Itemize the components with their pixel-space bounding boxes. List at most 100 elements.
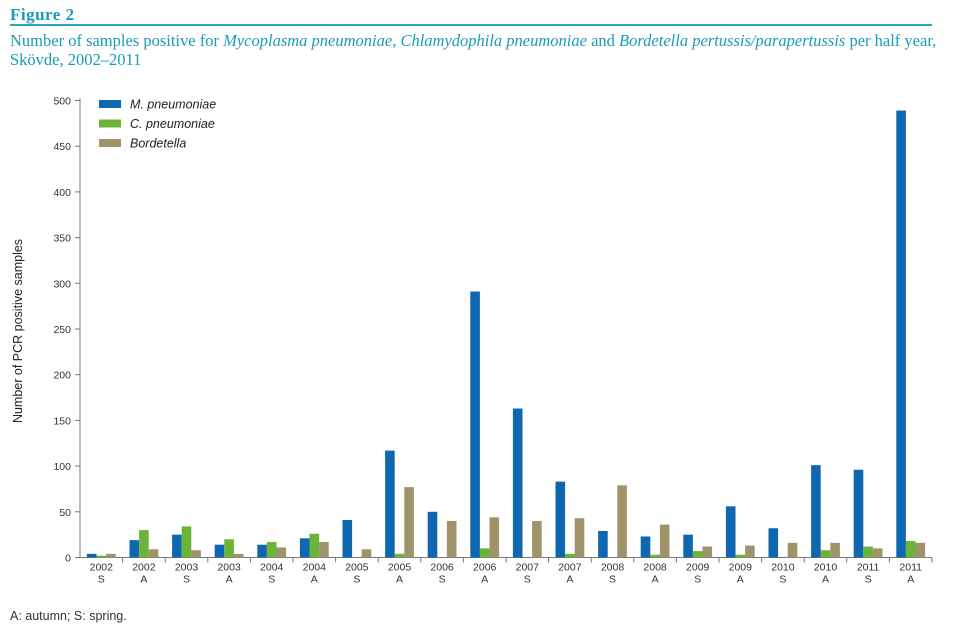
x-tick-label-year: 2008 [601, 562, 625, 574]
y-tick-label: 250 [53, 324, 71, 336]
bar-bordetella [659, 524, 670, 558]
bar-m-pneumoniae [129, 540, 140, 558]
caption-species-1: Mycoplasma pneumoniae [223, 31, 393, 50]
x-tick-label-year: 2006 [430, 562, 454, 574]
bar-c-pneumoniae [394, 553, 405, 558]
bar-bordetella [361, 549, 372, 558]
x-tick-label-year: 2003 [175, 562, 199, 574]
x-tick-label-year: 2010 [771, 562, 795, 574]
x-tick-label-season: S [609, 574, 616, 586]
bar-bordetella [276, 547, 287, 558]
x-tick-label-year: 2007 [558, 562, 582, 574]
bar-m-pneumoniae [683, 534, 693, 558]
bar-c-pneumoniae [266, 541, 277, 558]
bar-c-pneumoniae [224, 539, 234, 558]
bar-bordetella [702, 546, 713, 558]
x-tick-label-season: A [140, 574, 147, 586]
y-tick-label: 100 [53, 461, 71, 473]
x-tick-label-season: A [311, 574, 318, 586]
x-tick-label-year: 2002 [132, 562, 156, 574]
bar-c-pneumoniae [139, 530, 149, 558]
bar-bordetella [446, 520, 457, 558]
bar-c-pneumoniae [863, 546, 873, 558]
bar-c-pneumoniae [735, 554, 746, 558]
bar-c-pneumoniae [905, 541, 916, 558]
bar-c-pneumoniae [181, 526, 192, 558]
x-tick-label-year: 2004 [260, 562, 284, 574]
legend-label: M. pneumoniae [130, 98, 216, 112]
x-tick-label-season: A [566, 574, 573, 586]
y-tick-label: 350 [53, 233, 71, 245]
bar-c-pneumoniae [479, 548, 490, 558]
x-tick-label-year: 2011 [857, 562, 880, 574]
bar-m-pneumoniae [172, 534, 182, 558]
bar-m-pneumoniae [299, 538, 310, 558]
bar-bordetella [787, 542, 798, 558]
caption-text-4: per half year, Skövde, 2002–2011 [10, 31, 937, 69]
caption-text-2: , [392, 31, 401, 50]
bar-bordetella [830, 542, 840, 558]
x-tick-label-year: 2005 [345, 562, 369, 574]
x-tick-label-season: S [98, 574, 105, 586]
bar-bordetella [148, 549, 159, 558]
figure-caption: Number of samples positive for Mycoplasm… [10, 31, 940, 69]
x-tick-label-season: A [737, 574, 744, 586]
y-tick-label: 500 [53, 96, 71, 108]
legend-label: C. pneumoniae [130, 117, 215, 131]
y-tick-label: 50 [59, 507, 71, 519]
x-tick-label-season: S [183, 574, 190, 586]
x-tick-label-season: A [822, 574, 829, 586]
bar-bordetella [745, 545, 755, 558]
bar-c-pneumoniae [309, 533, 320, 558]
x-tick-label-season: A [226, 574, 233, 586]
caption-text-1: Number of samples positive for [10, 31, 224, 50]
x-tick-label-season: S [268, 574, 275, 586]
bar-bordetella [617, 485, 627, 558]
x-tick-label-season: A [396, 574, 403, 586]
x-tick-label-year: 2008 [643, 562, 667, 574]
y-tick-label: 200 [53, 370, 71, 382]
bar-m-pneumoniae [214, 544, 225, 558]
x-tick-label-season: A [481, 574, 488, 586]
bar-bordetella [233, 553, 244, 558]
x-tick-label-season: S [524, 574, 531, 586]
bar-c-pneumoniae [650, 554, 660, 558]
bar-bordetella [915, 542, 926, 558]
legend-swatch [99, 139, 121, 147]
y-tick-label: 450 [53, 141, 71, 153]
legend-label: Bordetella [130, 137, 186, 151]
x-tick-label-season: S [694, 574, 701, 586]
bar-bordetella [106, 553, 116, 558]
bar-m-pneumoniae [598, 530, 608, 558]
bar-m-pneumoniae [555, 481, 566, 558]
bar-bordetella [872, 548, 883, 558]
bar-m-pneumoniae [725, 506, 736, 558]
legend-swatch [99, 100, 121, 108]
bar-m-pneumoniae [385, 450, 395, 558]
bar-m-pneumoniae [811, 465, 821, 558]
x-tick-label-season: S [353, 574, 360, 586]
bar-m-pneumoniae [257, 544, 267, 558]
bar-m-pneumoniae [640, 536, 651, 558]
x-tick-label-year: 2005 [388, 562, 412, 574]
bar-m-pneumoniae [768, 528, 779, 558]
bar-bordetella [532, 520, 542, 558]
x-tick-label-year: 2007 [516, 562, 540, 574]
caption-text-3: and [586, 31, 620, 50]
bar-m-pneumoniae [427, 511, 438, 558]
x-tick-label-season: S [865, 574, 872, 586]
title-rule [10, 24, 932, 26]
x-tick-label-season: A [907, 574, 914, 586]
bar-bordetella [574, 518, 585, 558]
bar-c-pneumoniae [692, 551, 703, 558]
bar-m-pneumoniae [896, 110, 906, 558]
x-tick-label-year: 2009 [729, 562, 753, 574]
bar-bordetella [404, 487, 414, 558]
bar-c-pneumoniae [96, 555, 107, 558]
y-tick-label: 400 [53, 187, 71, 199]
figure-label: Figure 2 [10, 5, 75, 24]
x-tick-label-season: S [439, 574, 446, 586]
x-tick-label-year: 2010 [814, 562, 838, 574]
legend-swatch [99, 119, 121, 128]
